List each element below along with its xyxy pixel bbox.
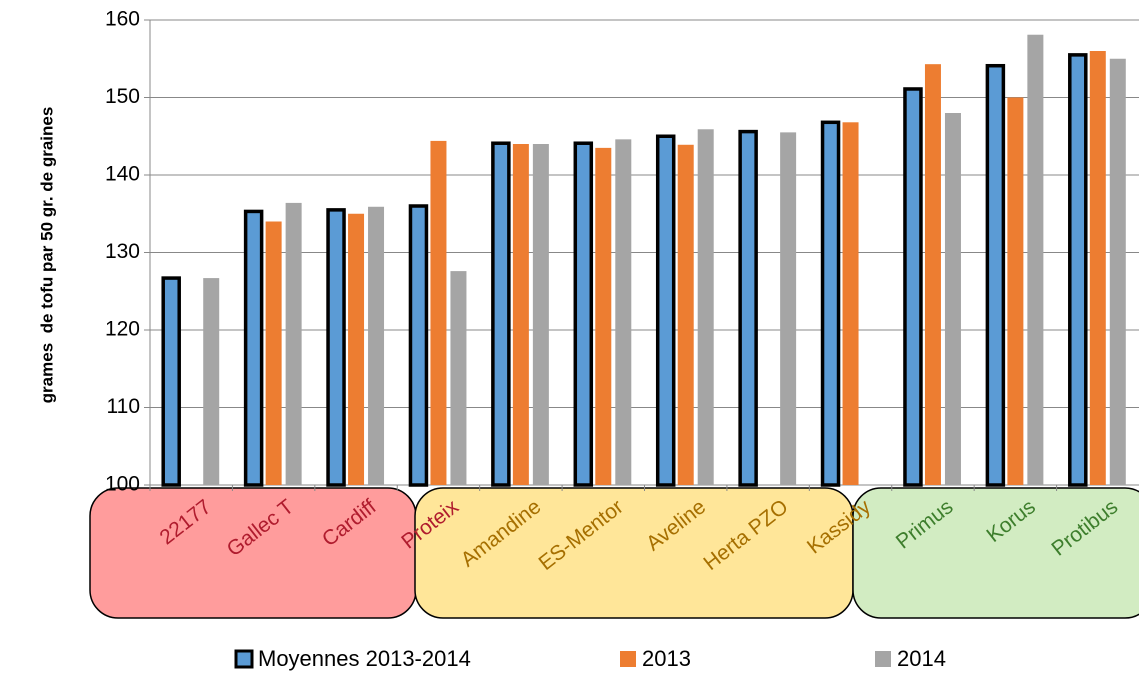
bar (161, 276, 181, 487)
legend-swatch (875, 651, 891, 667)
y-tick-label: 100 (105, 473, 140, 496)
bar (1007, 97, 1024, 485)
y-axis-label: grames de tofu par 50 gr. de graines (37, 107, 56, 404)
y-tick-label: 140 (105, 163, 140, 186)
bar (512, 144, 529, 485)
y-tick-label: 150 (105, 85, 140, 108)
bar (491, 141, 511, 487)
bar (243, 209, 264, 487)
bar (285, 202, 302, 485)
bar (1068, 53, 1088, 487)
bar (1109, 58, 1126, 485)
legend-swatch (234, 649, 254, 669)
y-tick-label: 120 (105, 318, 140, 341)
bar (348, 213, 365, 485)
legend-label: Moyennes 2013-2014 (258, 646, 471, 671)
bar (655, 134, 676, 487)
bar (697, 129, 714, 485)
bar (573, 141, 594, 487)
bar (326, 208, 346, 487)
bar (430, 140, 447, 485)
bar (1027, 34, 1044, 485)
legend-swatch (620, 651, 636, 667)
bar (203, 278, 220, 485)
y-tick-label: 110 (107, 395, 140, 418)
bar (368, 206, 385, 485)
y-tick-label: 130 (105, 240, 140, 263)
bar (780, 132, 797, 485)
bar (1089, 51, 1106, 485)
bar (450, 271, 467, 485)
bar (820, 120, 841, 487)
bar (944, 113, 961, 485)
bar (615, 139, 632, 485)
bar (985, 63, 1006, 487)
bar (408, 204, 429, 487)
group-box (852, 487, 1139, 619)
bar (903, 87, 923, 487)
legend-label: 2014 (897, 646, 946, 671)
y-tick-label: 160 (105, 8, 140, 31)
legend-label: 2013 (642, 646, 691, 671)
bar (532, 144, 549, 485)
bar (738, 129, 758, 487)
bar (924, 64, 941, 486)
bar (265, 221, 282, 485)
bar (842, 122, 859, 486)
bar (595, 147, 612, 485)
bar (677, 144, 694, 485)
